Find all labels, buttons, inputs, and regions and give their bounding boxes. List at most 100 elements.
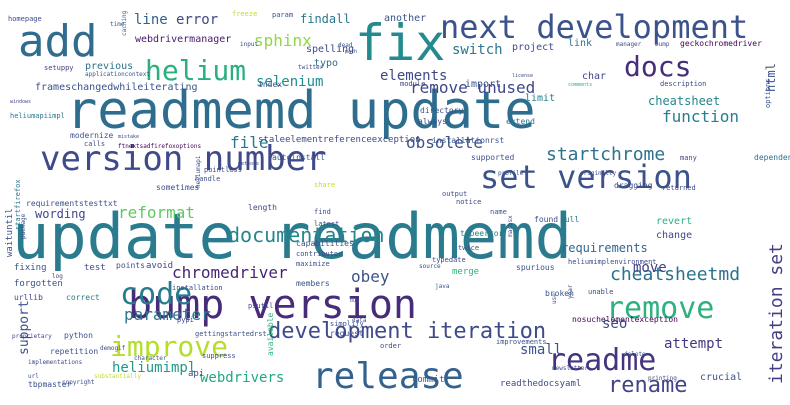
- cloud-word: points: [116, 261, 145, 270]
- cloud-word: frameschangedwhileiterating: [35, 82, 198, 93]
- cloud-word: file: [230, 133, 269, 152]
- cloud-word: forgotten: [14, 279, 63, 289]
- cloud-word: fixing: [14, 263, 47, 273]
- cloud-word: spelling: [306, 44, 354, 55]
- cloud-word: parameter: [124, 305, 211, 324]
- cloud-word: elements: [380, 68, 447, 84]
- cloud-word: extend: [506, 117, 535, 126]
- cloud-word: crucial: [700, 372, 742, 383]
- cloud-word: year: [567, 284, 574, 299]
- cloud-word: commit: [412, 375, 445, 385]
- cloud-word: cheatsheetmd: [610, 264, 740, 285]
- cloud-word: requirementstesttxt: [26, 199, 118, 208]
- cloud-word: pointless: [204, 166, 242, 174]
- cloud-word: data: [352, 317, 367, 324]
- cloud-word: support: [17, 300, 32, 355]
- cloud-word: waituntil: [5, 208, 15, 257]
- cloud-word: small: [520, 342, 562, 358]
- cloud-word: copyright: [62, 379, 95, 386]
- cloud-word: twitter: [298, 64, 324, 71]
- cloud-word: rename: [608, 373, 687, 398]
- cloud-word: package: [20, 213, 27, 239]
- cloud-word: capabilities: [296, 239, 354, 248]
- cloud-word: manager: [616, 41, 642, 48]
- cloud-word: delete: [624, 351, 646, 358]
- cloud-word: geckochromedriver: [680, 39, 762, 48]
- cloud-word: sometimes: [156, 183, 200, 192]
- cloud-word: order: [380, 342, 401, 350]
- cloud-word: methods: [238, 161, 259, 167]
- cloud-word: description: [660, 80, 706, 88]
- cloud-word: param: [272, 11, 293, 19]
- cloud-word: broken: [545, 289, 574, 298]
- cloud-word: cheatsheet: [648, 94, 720, 108]
- cloud-word: readme: [548, 343, 656, 378]
- cloud-word: bump: [655, 41, 670, 48]
- cloud-word: line: [134, 12, 168, 28]
- cloud-word: documentation: [228, 223, 385, 247]
- cloud-word: available: [266, 312, 275, 356]
- cloud-word: input: [240, 41, 258, 48]
- cloud-word: members: [296, 279, 330, 288]
- cloud-word: output: [442, 190, 467, 198]
- cloud-word: supported: [471, 153, 515, 162]
- cloud-word: options: [764, 78, 772, 108]
- cloud-word: mistake: [118, 134, 139, 140]
- cloud-word: webdrivermanager: [135, 34, 231, 45]
- cloud-word: dragging: [614, 181, 653, 190]
- cloud-word: code: [120, 277, 192, 312]
- cloud-word: staleelementreferenceexception: [258, 135, 421, 145]
- cloud-word: newsletter: [552, 365, 589, 372]
- cloud-word: reformat: [118, 203, 195, 222]
- cloud-word: installationrst: [432, 136, 504, 145]
- cloud-word: demogif: [100, 345, 126, 352]
- cloud-word: profile: [498, 170, 524, 177]
- cloud-word: set version: [480, 158, 692, 196]
- cloud-word: bump version: [128, 282, 417, 328]
- cloud-word: gettingstartedrst: [195, 330, 267, 338]
- cloud-word: dead: [338, 42, 353, 49]
- cloud-word: installation: [172, 284, 223, 292]
- cloud-word: typedate: [432, 256, 466, 264]
- cloud-word: heliumapi: [195, 155, 202, 188]
- cloud-word: simplify: [330, 320, 364, 328]
- word-cloud-words: update readmemd readmemd update bump versi…: [5, 8, 790, 398]
- cloud-word: avoid: [146, 261, 173, 271]
- cloud-word: docs: [624, 50, 691, 83]
- cloud-word: share: [314, 181, 335, 189]
- cloud-word: update readmemd: [12, 200, 572, 273]
- cloud-word: webdrivers: [200, 370, 284, 386]
- cloud-word: another: [384, 13, 426, 24]
- cloud-word: obey: [351, 267, 390, 286]
- cloud-word: previous: [85, 61, 133, 72]
- cloud-word: caching: [121, 10, 128, 36]
- cloud-word: license: [512, 73, 533, 79]
- cloud-word: originally: [580, 170, 617, 177]
- cloud-word: spurious: [516, 263, 555, 272]
- cloud-word: applicationcontext: [85, 71, 150, 78]
- cloud-word: startchrome: [546, 144, 665, 165]
- cloud-word: url: [28, 373, 39, 380]
- cloud-word: limit: [525, 93, 555, 104]
- cloud-word: merge: [452, 267, 479, 277]
- cloud-word: module: [400, 80, 425, 88]
- cloud-word: source: [419, 263, 441, 270]
- cloud-word: bug: [350, 298, 359, 304]
- cloud-word: wording: [35, 207, 86, 221]
- cloud-word: findall: [300, 12, 351, 26]
- cloud-word: import: [465, 79, 501, 90]
- cloud-word: remove unused: [410, 78, 535, 97]
- cloud-word: length: [248, 203, 277, 212]
- cloud-word: notice: [456, 198, 481, 206]
- cloud-word: dependency: [754, 153, 790, 162]
- cloud-word: psutil: [248, 302, 273, 310]
- cloud-word: move: [633, 260, 667, 276]
- cloud-word: index: [258, 80, 282, 89]
- cloud-word: readthedocsyaml: [500, 379, 581, 389]
- cloud-word: helium: [145, 54, 246, 87]
- cloud-word: returned: [662, 184, 696, 192]
- cloud-word: autoinstall: [272, 153, 325, 162]
- cloud-word: improve: [110, 330, 228, 363]
- cloud-word: find: [314, 208, 331, 216]
